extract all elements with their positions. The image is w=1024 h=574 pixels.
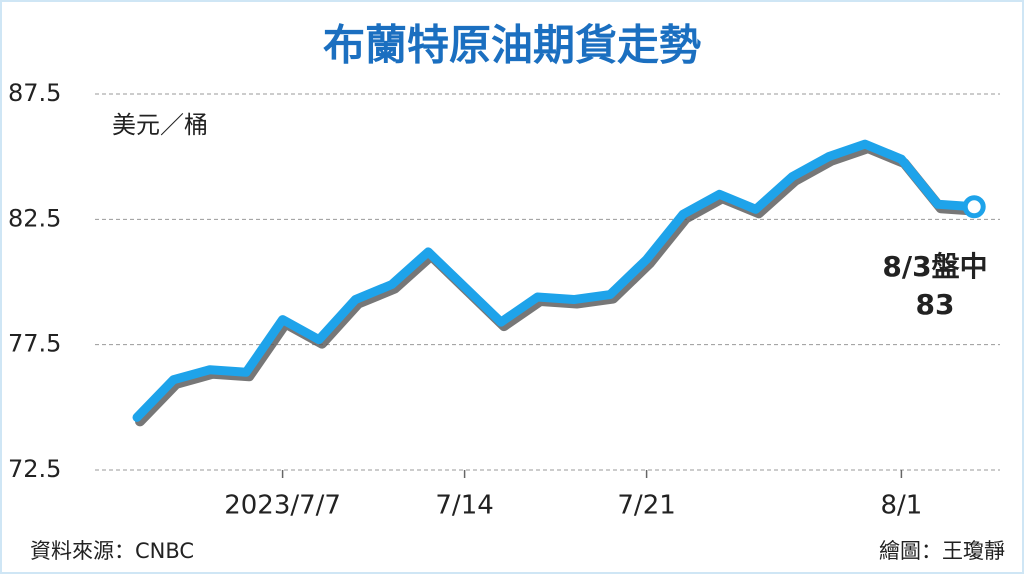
y-tick-label: 82.5 bbox=[8, 204, 61, 232]
y-tick-label: 72.5 bbox=[8, 455, 61, 483]
line bbox=[132, 139, 979, 422]
value-label: 83 bbox=[916, 288, 955, 321]
y-tick-label: 77.5 bbox=[8, 330, 61, 358]
x-tick-label: 2023/7/7 bbox=[224, 491, 341, 521]
x-tick-label: 7/14 bbox=[435, 491, 493, 521]
x-tick-label: 7/21 bbox=[617, 491, 675, 521]
annotation: 8/3盤中 bbox=[882, 250, 987, 283]
y-axis-label: 美元／桶 bbox=[112, 111, 208, 139]
credit: 繪圖：王瓊靜 bbox=[879, 539, 1005, 563]
x-tick-label: 8/1 bbox=[880, 491, 922, 521]
source: 資料來源：CNBC bbox=[30, 539, 194, 563]
y-tick-label: 87.5 bbox=[8, 79, 61, 107]
end-marker bbox=[962, 195, 986, 219]
chart-title: 布蘭特原油期貨走勢 bbox=[323, 21, 701, 70]
